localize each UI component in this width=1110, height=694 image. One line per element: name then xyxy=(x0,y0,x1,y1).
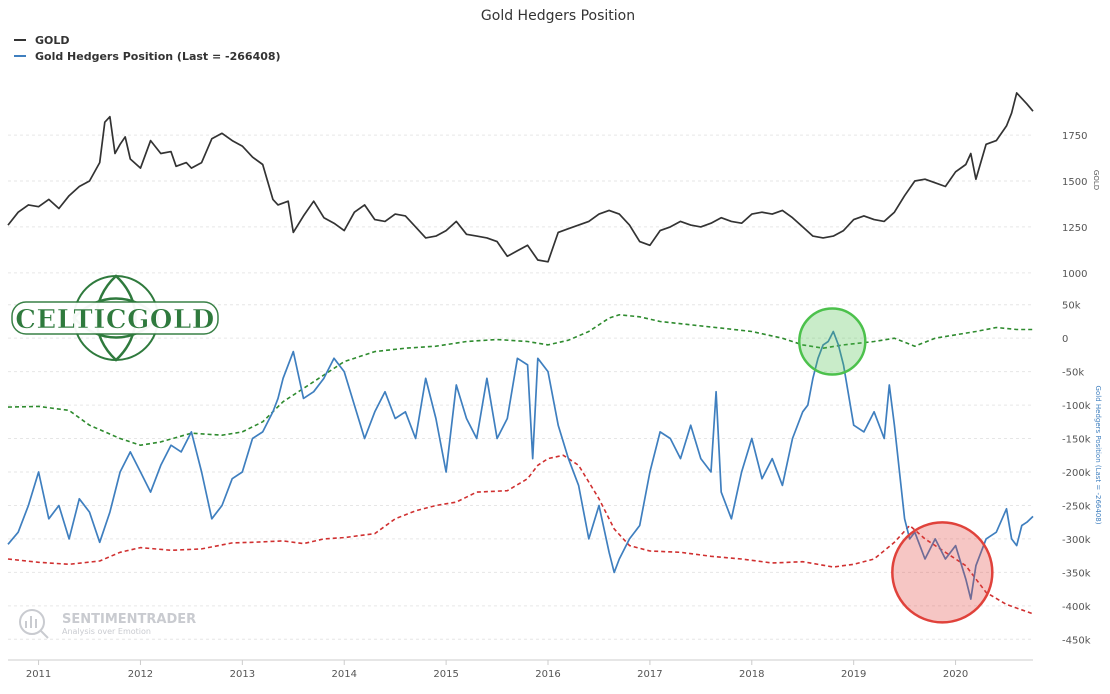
axis-layer: 1000 1250 1500 1750 50k 0 -50k -100k -150k -200k -… xyxy=(8,131,1091,680)
celticgold-logo: CELTICGOLD xyxy=(11,274,219,362)
x-tick-label: 2015 xyxy=(433,669,458,680)
legend-label-gold: GOLD xyxy=(35,33,70,47)
top-y-tick-label: 1000 xyxy=(1062,269,1087,280)
x-tick-label: 2012 xyxy=(128,669,153,680)
hedgers-position-line xyxy=(7,330,1034,600)
watermark-title: SENTIMENTRADER xyxy=(62,612,196,627)
bottom-y-tick-label: -100k xyxy=(1062,401,1091,412)
x-tick-label: 2019 xyxy=(841,669,866,680)
x-tick-label: 2017 xyxy=(637,669,662,680)
top-y-axis-title: GOLD xyxy=(1092,170,1100,190)
top-y-tick-label: 1750 xyxy=(1062,131,1087,142)
chart-magnifier-icon xyxy=(19,609,49,639)
bottom-y-tick-label: -300k xyxy=(1062,535,1091,546)
annotation-layer xyxy=(798,307,994,624)
x-tick-label: 2011 xyxy=(26,669,51,680)
bottom-y-tick-label: 50k xyxy=(1062,301,1081,312)
bottom-y-tick-label: -150k xyxy=(1062,435,1091,446)
bottom-y-tick-label: -350k xyxy=(1062,568,1091,579)
legend: GOLD Gold Hedgers Position (Last = -2664… xyxy=(14,32,281,64)
bottom-y-tick-label: 0 xyxy=(1062,334,1068,345)
top-y-tick-label: 1500 xyxy=(1062,177,1087,188)
x-tick-label: 2018 xyxy=(739,669,764,680)
logo-text: CELTICGOLD xyxy=(15,305,215,335)
sentimentrader-watermark: SENTIMENTRADER Analysis over Emotion xyxy=(19,609,196,639)
legend-item-hedgers[interactable]: Gold Hedgers Position (Last = -266408) xyxy=(14,48,281,64)
series-layer xyxy=(7,92,1034,615)
bottom-y-axis-title: Gold Hedgers Position (Last = -266408) xyxy=(1094,386,1102,525)
legend-swatch-hedgers xyxy=(14,55,26,57)
watermark-subtitle: Analysis over Emotion xyxy=(62,627,151,636)
top-panel-grid xyxy=(8,134,1033,274)
green-highlight-circle xyxy=(798,307,867,376)
lower-band-line xyxy=(7,454,1034,615)
x-tick-label: 2016 xyxy=(535,669,560,680)
bottom-y-tick-label: -250k xyxy=(1062,501,1091,512)
x-tick-label: 2014 xyxy=(332,669,357,680)
legend-label-hedgers: Gold Hedgers Position (Last = -266408) xyxy=(35,49,281,63)
legend-item-gold[interactable]: GOLD xyxy=(14,32,281,48)
chart-title: Gold Hedgers Position xyxy=(481,8,635,24)
upper-band-line xyxy=(7,314,1033,446)
top-y-tick-label: 1250 xyxy=(1062,223,1087,234)
x-tick-label: 2013 xyxy=(230,669,255,680)
bottom-panel-grid xyxy=(8,304,1033,640)
bottom-y-tick-label: -50k xyxy=(1062,368,1084,379)
gold-price-line xyxy=(7,92,1034,263)
x-tick-label: 2020 xyxy=(943,669,968,680)
bottom-y-tick-label: -400k xyxy=(1062,602,1091,613)
bottom-y-tick-label: -200k xyxy=(1062,468,1091,479)
legend-swatch-gold xyxy=(14,39,26,41)
red-highlight-circle xyxy=(891,521,994,624)
bottom-y-tick-label: -450k xyxy=(1062,635,1091,646)
